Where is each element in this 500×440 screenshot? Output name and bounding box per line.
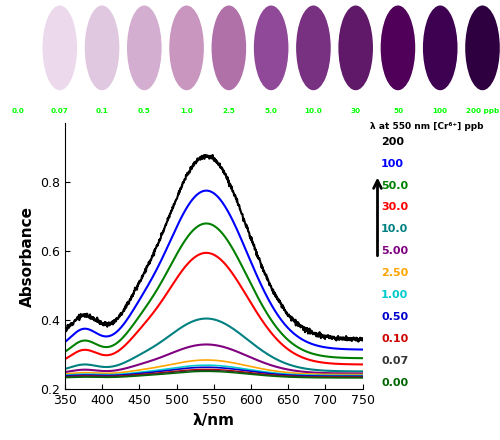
Text: 1.0: 1.0 bbox=[180, 108, 193, 114]
Ellipse shape bbox=[335, 2, 376, 93]
Ellipse shape bbox=[166, 2, 207, 93]
Ellipse shape bbox=[84, 5, 120, 91]
Ellipse shape bbox=[378, 2, 418, 93]
Text: 10.0: 10.0 bbox=[304, 108, 322, 114]
Y-axis label: Absorbance: Absorbance bbox=[20, 206, 34, 307]
Ellipse shape bbox=[296, 5, 332, 91]
Ellipse shape bbox=[0, 2, 38, 93]
Text: 30.0: 30.0 bbox=[381, 202, 408, 213]
Ellipse shape bbox=[293, 2, 334, 93]
Ellipse shape bbox=[422, 5, 458, 91]
Ellipse shape bbox=[124, 2, 165, 93]
Text: 0.1: 0.1 bbox=[96, 108, 108, 114]
Text: 1.00: 1.00 bbox=[381, 290, 408, 300]
Ellipse shape bbox=[82, 2, 122, 93]
Ellipse shape bbox=[420, 2, 461, 93]
Text: 200: 200 bbox=[381, 137, 404, 147]
Text: 100: 100 bbox=[432, 108, 448, 114]
Text: 0.00: 0.00 bbox=[381, 378, 408, 388]
Text: 5.0: 5.0 bbox=[264, 108, 278, 114]
Text: 0.07: 0.07 bbox=[381, 356, 408, 366]
Text: 0.5: 0.5 bbox=[138, 108, 151, 114]
Ellipse shape bbox=[168, 5, 204, 91]
Ellipse shape bbox=[126, 5, 162, 91]
Text: 0.10: 0.10 bbox=[381, 334, 408, 344]
Ellipse shape bbox=[380, 5, 416, 91]
Text: 10.0: 10.0 bbox=[381, 224, 408, 235]
Text: 2.50: 2.50 bbox=[381, 268, 408, 278]
Text: 2.5: 2.5 bbox=[222, 108, 235, 114]
Text: 50.0: 50.0 bbox=[381, 180, 408, 191]
Ellipse shape bbox=[211, 5, 247, 91]
Ellipse shape bbox=[464, 5, 500, 91]
Ellipse shape bbox=[42, 5, 78, 91]
Ellipse shape bbox=[40, 2, 80, 93]
Text: 0.0: 0.0 bbox=[11, 108, 24, 114]
Text: 100: 100 bbox=[381, 158, 404, 169]
Ellipse shape bbox=[0, 5, 36, 91]
Ellipse shape bbox=[462, 2, 500, 93]
Ellipse shape bbox=[250, 2, 292, 93]
Text: 30: 30 bbox=[350, 108, 360, 114]
Ellipse shape bbox=[253, 5, 289, 91]
Text: λ at 550 nm [Cr⁶⁺] ppb: λ at 550 nm [Cr⁶⁺] ppb bbox=[370, 122, 484, 131]
Ellipse shape bbox=[338, 5, 374, 91]
Text: 200 ppb: 200 ppb bbox=[466, 108, 499, 114]
Ellipse shape bbox=[208, 2, 250, 93]
Text: 0.50: 0.50 bbox=[381, 312, 408, 322]
X-axis label: λ/nm: λ/nm bbox=[193, 413, 235, 428]
Text: 5.00: 5.00 bbox=[381, 246, 408, 256]
Text: 0.07: 0.07 bbox=[51, 108, 68, 114]
Text: 50: 50 bbox=[393, 108, 403, 114]
